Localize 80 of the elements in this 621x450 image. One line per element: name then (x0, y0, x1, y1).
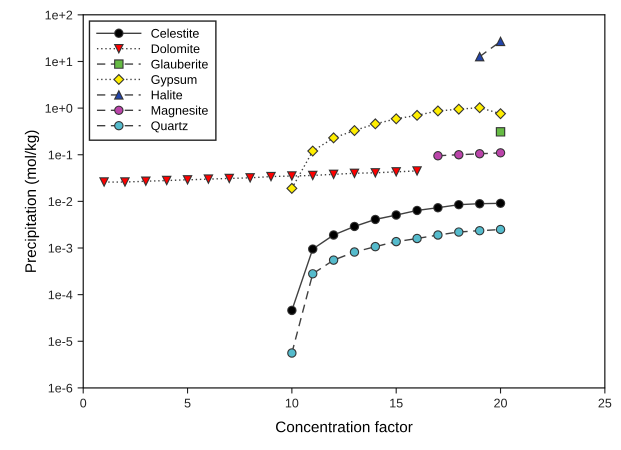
point (141, 176, 151, 186)
point (454, 227, 464, 237)
point (307, 146, 318, 157)
point (328, 230, 338, 240)
point (433, 203, 443, 212)
point (390, 113, 402, 124)
point (308, 244, 318, 254)
point (286, 182, 298, 194)
y-tick-label: 1e-5 (48, 337, 72, 346)
y-tick-label: 1e-4 (48, 290, 72, 300)
point (162, 176, 172, 186)
legend-label: Halite (152, 90, 182, 100)
legend-label: Dolomite (152, 44, 200, 54)
point (370, 118, 381, 130)
point (350, 222, 360, 232)
point (224, 174, 234, 184)
y-tick-label: 1e+2 (46, 10, 72, 20)
point (182, 175, 192, 185)
x-tick-label: 0 (80, 398, 86, 408)
legend-label: Magnesite (152, 106, 208, 118)
point (474, 52, 484, 62)
y-tick-label: 1e-3 (48, 244, 72, 253)
point (245, 173, 255, 183)
point (328, 255, 338, 265)
point (454, 200, 464, 210)
point (391, 210, 401, 220)
x-tick-label: 5 (184, 398, 190, 408)
point (287, 348, 297, 358)
point (204, 174, 214, 184)
point (350, 168, 360, 178)
point (412, 234, 422, 244)
point (432, 105, 444, 116)
x-tick-label: 10 (286, 398, 298, 408)
y-tick-label: 1e+0 (46, 104, 72, 113)
legend-label: Celestite (151, 28, 199, 38)
legend-label: Glauberite (151, 59, 208, 69)
point (433, 151, 443, 161)
point (474, 149, 484, 158)
point (496, 148, 506, 158)
x-axis-title: Concentration factor (276, 421, 413, 432)
point (287, 171, 297, 181)
point (453, 104, 464, 115)
point (308, 269, 318, 279)
point (474, 226, 484, 236)
point (391, 167, 401, 177)
point (454, 150, 464, 160)
y-axis-title: Precipitation (mol/kg) (24, 130, 40, 272)
point (370, 242, 380, 252)
y-tick-label: 1e+1 (46, 57, 72, 66)
point (328, 170, 338, 180)
x-tick-label: 20 (494, 398, 507, 408)
point (370, 214, 380, 224)
point (120, 177, 130, 187)
x-tick-label: 15 (390, 398, 403, 408)
point (350, 247, 360, 257)
point (391, 236, 401, 246)
point (412, 110, 423, 121)
point (328, 132, 340, 144)
point (370, 168, 380, 178)
legend-label: Quartz (151, 121, 188, 132)
y-tick-label: 1e-2 (48, 197, 72, 206)
point (496, 198, 506, 208)
point (412, 206, 422, 216)
y-tick-label: 1e-6 (48, 384, 72, 393)
y-tick-label: 1e-1 (48, 150, 72, 160)
point (349, 125, 360, 136)
point (412, 166, 422, 176)
point (496, 127, 506, 137)
point (495, 108, 506, 120)
point (496, 224, 506, 234)
point (99, 177, 109, 187)
legend-label: Gypsum (151, 75, 196, 86)
point (474, 102, 486, 114)
point (474, 199, 484, 208)
point (308, 170, 318, 180)
x-tick-label: 25 (598, 398, 612, 408)
point (266, 172, 276, 182)
point (496, 36, 506, 46)
point (433, 230, 443, 240)
point (287, 306, 297, 316)
